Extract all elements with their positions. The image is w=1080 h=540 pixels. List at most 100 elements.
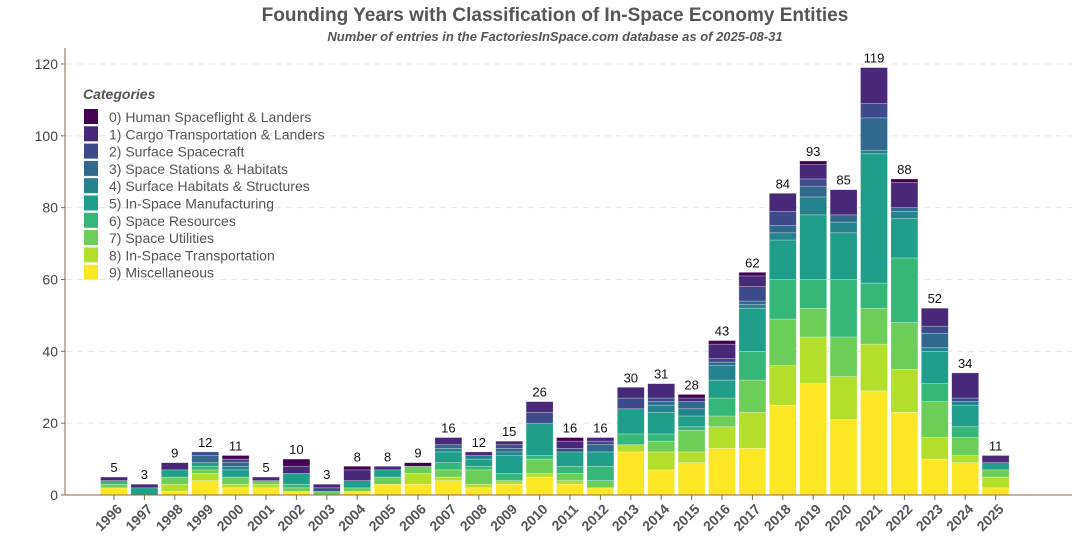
bar-segment	[708, 340, 736, 345]
bar-segment	[556, 480, 584, 485]
x-tick-label: 1998	[153, 501, 186, 534]
bar-segment	[920, 347, 949, 352]
bar-segment	[586, 451, 615, 467]
bar-segment	[829, 232, 858, 280]
bar-segment	[738, 412, 767, 449]
x-tick-label: 2006	[396, 501, 429, 534]
bar-segment	[829, 376, 858, 420]
total-label: 93	[806, 144, 820, 159]
legend-label: 8) In-Space Transportation	[109, 247, 275, 263]
bar-segment	[373, 476, 402, 485]
bar-segment	[373, 469, 402, 478]
bar-segment	[252, 483, 280, 489]
total-label: 43	[715, 324, 729, 339]
bar-segment	[404, 462, 432, 467]
bar-segment	[951, 401, 980, 406]
chart-title: Founding Years with Classification of In…	[262, 5, 849, 26]
x-tick-label: 2018	[761, 501, 794, 534]
bar-segment	[495, 455, 524, 474]
bar-segment	[434, 437, 463, 446]
bar-segment	[495, 440, 524, 446]
bar-segment	[920, 325, 949, 334]
bar-segment	[525, 401, 554, 413]
total-label: 9	[171, 446, 178, 461]
bar-segment	[708, 415, 736, 428]
bar-segment	[282, 473, 311, 485]
bar-segment	[951, 397, 980, 402]
bar-segment	[221, 458, 250, 463]
bar-segment	[495, 473, 524, 481]
bar-segment	[799, 214, 828, 280]
bar-segment	[343, 480, 372, 489]
legend-swatch	[84, 264, 98, 280]
bar-segment	[616, 408, 645, 435]
bar-segment	[860, 343, 888, 392]
total-label: 31	[654, 367, 668, 382]
bar-segment	[708, 397, 736, 417]
chart-subtitle: Number of entries in the FactoriesInSpac…	[327, 29, 782, 44]
bar-segment	[647, 404, 676, 413]
total-label: 8	[384, 449, 391, 464]
bar-segment	[677, 397, 706, 402]
bar-segment	[343, 491, 372, 496]
bar-segment	[860, 67, 888, 104]
bar-segment	[221, 483, 250, 489]
bar-segment	[404, 483, 432, 496]
bar-segment	[525, 422, 554, 456]
bar-segment	[799, 336, 828, 384]
x-tick-label: 2014	[639, 501, 672, 534]
bar-segment	[829, 189, 858, 216]
bar-segment	[556, 473, 584, 481]
x-tick-label: 2008	[457, 501, 490, 534]
bar-segment	[495, 444, 524, 449]
bar-segment	[799, 185, 828, 198]
legend-swatch	[84, 126, 98, 142]
bar-segment	[677, 451, 706, 463]
x-tick-labels: 1996199719981999200020012002200320042005…	[92, 495, 1007, 534]
bar-segment	[890, 322, 919, 370]
x-tick-label: 2010	[517, 501, 550, 534]
bar-segment	[525, 476, 554, 496]
y-tick-label: 0	[50, 487, 58, 503]
bar-segment	[890, 412, 919, 496]
bar-segment	[616, 433, 645, 446]
x-tick-label: 2009	[487, 501, 520, 534]
bar-segment	[738, 286, 767, 302]
bar-segment	[890, 368, 919, 413]
x-tick-label: 2020	[821, 501, 854, 534]
bar-segment	[951, 462, 980, 496]
bar-segment	[708, 426, 736, 449]
total-label: 12	[472, 435, 486, 450]
bar-segment	[495, 480, 524, 485]
bar-segment	[100, 487, 128, 496]
bar-segment	[890, 218, 919, 259]
bar-segment	[616, 397, 645, 410]
total-label: 16	[563, 421, 577, 436]
total-label: 119	[864, 51, 885, 66]
legend-label: 5) In-Space Manufacturing	[109, 196, 274, 212]
x-tick-label: 1999	[183, 501, 216, 534]
bar-segment	[738, 272, 767, 277]
bar-segment	[191, 480, 219, 496]
total-label: 3	[141, 467, 148, 482]
bar-segment	[708, 361, 736, 367]
x-tick-label: 2013	[609, 501, 642, 534]
bar-segment	[860, 282, 888, 309]
bar-segment	[161, 462, 189, 471]
bar-segment	[586, 480, 615, 489]
bar-segment	[890, 257, 919, 323]
bar-segment	[860, 117, 888, 151]
x-tick-label: 2023	[913, 501, 946, 534]
legend-swatch	[84, 178, 98, 194]
bar-segment	[708, 379, 736, 399]
total-label: 11	[989, 438, 1003, 453]
total-label: 3	[323, 467, 330, 482]
bar-segment	[920, 458, 949, 496]
bar-segment	[161, 469, 189, 478]
bar-segment	[647, 451, 676, 471]
x-tick-label: 2022	[882, 501, 915, 534]
total-label: 26	[532, 385, 546, 400]
bar-segment	[434, 480, 463, 496]
bar-segment	[799, 196, 828, 216]
bar-segment	[677, 430, 706, 453]
